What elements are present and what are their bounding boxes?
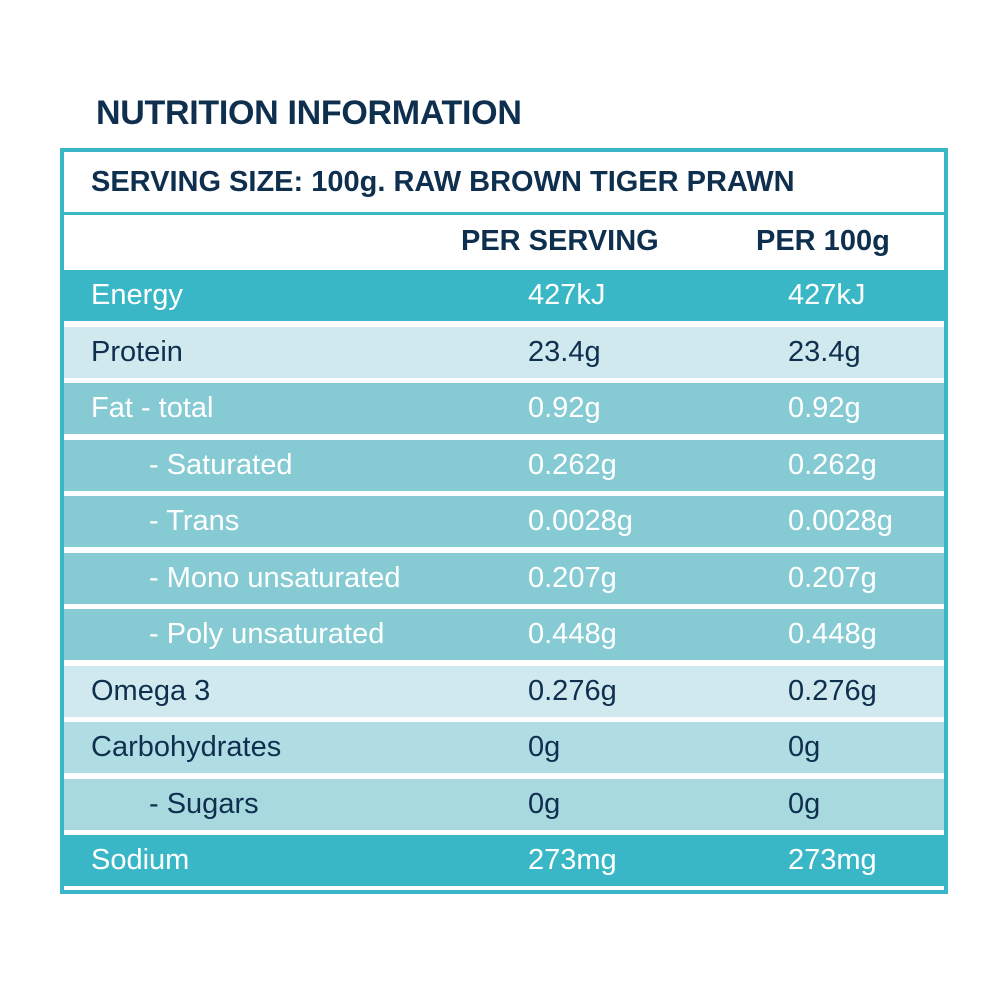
table-row: - Poly unsaturated 0.448g 0.448g: [64, 609, 944, 660]
column-header-row: PER SERVING PER 100g: [64, 215, 944, 270]
per-serving-value: 0.276g: [528, 675, 617, 707]
table-row: Carbohydrates 0g 0g: [64, 722, 944, 773]
page-title: NUTRITION INFORMATION: [96, 94, 522, 132]
table-row: Sodium 273mg 273mg: [64, 835, 944, 886]
per-100g-value: 0.0028g: [788, 505, 893, 537]
nutrient-label: Energy: [91, 279, 183, 311]
per-100g-value: 427kJ: [788, 279, 866, 311]
table-row: - Mono unsaturated 0.207g 0.207g: [64, 553, 944, 604]
per-serving-value: 0.0028g: [528, 505, 633, 537]
per-100g-value: 0g: [788, 788, 821, 820]
per-serving-value: 273mg: [528, 844, 617, 876]
nutrient-label: - Sugars: [149, 788, 259, 820]
nutrient-label: Fat - total: [91, 392, 214, 424]
serving-size: SERVING SIZE: 100g. RAW BROWN TIGER PRAW…: [64, 152, 944, 215]
table-row: Omega 3 0.276g 0.276g: [64, 666, 944, 717]
nutrient-label: - Poly unsaturated: [149, 618, 385, 650]
per-serving-value: 0.262g: [528, 449, 617, 481]
nutrient-label: - Trans: [149, 505, 240, 537]
per-serving-value: 23.4g: [528, 336, 601, 368]
per-100g-value: 273mg: [788, 844, 877, 876]
per-100g-value: 0.448g: [788, 618, 877, 650]
nutrition-table: SERVING SIZE: 100g. RAW BROWN TIGER PRAW…: [60, 148, 948, 894]
per-serving-value: 427kJ: [528, 279, 606, 311]
nutrient-label: Carbohydrates: [91, 731, 282, 763]
table-row: Fat - total 0.92g 0.92g: [64, 383, 944, 434]
per-100g-value: 0.92g: [788, 392, 861, 424]
per-100g-value: 0.276g: [788, 675, 877, 707]
table-row: - Sugars 0g 0g: [64, 779, 944, 830]
per-100g-value: 23.4g: [788, 336, 861, 368]
per-serving-value: 0g: [528, 731, 561, 763]
column-header-per-100g: PER 100g: [756, 225, 890, 257]
table-row: Protein 23.4g 23.4g: [64, 327, 944, 378]
table-row: Energy 427kJ 427kJ: [64, 270, 944, 321]
table-row: - Saturated 0.262g 0.262g: [64, 440, 944, 491]
per-100g-value: 0g: [788, 731, 821, 763]
per-serving-value: 0.92g: [528, 392, 601, 424]
column-header-per-serving: PER SERVING: [461, 225, 659, 257]
nutrient-label: - Saturated: [149, 449, 293, 481]
per-serving-value: 0g: [528, 788, 561, 820]
table-row: - Trans 0.0028g 0.0028g: [64, 496, 944, 547]
nutrient-label: - Mono unsaturated: [149, 562, 401, 594]
nutrient-label: Protein: [91, 336, 183, 368]
per-100g-value: 0.262g: [788, 449, 877, 481]
per-serving-value: 0.207g: [528, 562, 617, 594]
per-serving-value: 0.448g: [528, 618, 617, 650]
nutrient-label: Omega 3: [91, 675, 211, 707]
per-100g-value: 0.207g: [788, 562, 877, 594]
nutrient-label: Sodium: [91, 844, 190, 876]
